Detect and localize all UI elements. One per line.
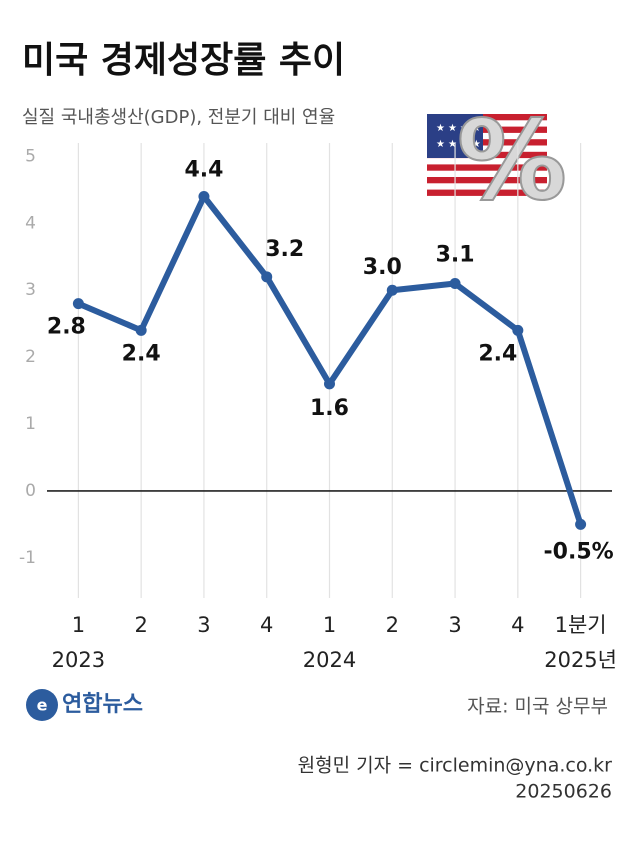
x-tick-label: 1: [72, 613, 85, 637]
plot: -1 0 1 2 3 4 5 1 2023 2 3 4 1 2024 2 3 4 1분기 2025년 2.8 2.4 4.…: [19, 143, 617, 672]
y-tick-label: 0: [25, 481, 36, 501]
logo: e 연합뉴스: [26, 689, 143, 721]
x-tick-label: 3: [448, 613, 461, 637]
x-tick-label: 4: [260, 613, 273, 637]
y-tick-label: 3: [25, 280, 36, 300]
svg-text:e: e: [37, 696, 48, 715]
x-tick-label: 4: [511, 613, 524, 637]
data-point: [72, 298, 84, 310]
data-label: 3.0: [363, 255, 402, 280]
x-tick-label: 3: [197, 613, 210, 637]
data-point: [198, 191, 210, 203]
svg-text:★★★★: ★★★★: [436, 139, 484, 150]
year-label: 2025년: [544, 648, 617, 672]
source: 자료: 미국 상무부: [467, 696, 608, 718]
data-label: 3.2: [265, 237, 304, 262]
data-label: 2.4: [478, 341, 517, 366]
date: 20250626: [515, 781, 612, 803]
year-label: 2023: [52, 648, 105, 672]
y-tick-label: -1: [19, 548, 36, 568]
chart-subtitle: 실질 국내총생산(GDP), 전분기 대비 연율: [22, 107, 335, 128]
data-label: 2.8: [47, 315, 86, 340]
y-tick-label: 5: [25, 146, 36, 166]
data-label: 3.1: [436, 243, 475, 268]
y-tick-label: 2: [25, 347, 36, 367]
year-label: 2024: [303, 648, 356, 672]
data-point: [449, 278, 461, 290]
svg-text:%: %: [457, 96, 567, 224]
chart-title: 미국 경제성장률 추이: [22, 40, 345, 81]
data-label: 2.4: [122, 341, 161, 366]
x-tick-label: 2: [134, 613, 147, 637]
x-tick-label: 2: [386, 613, 399, 637]
flag-icon: ★★★★ ★★★★ %: [427, 95, 568, 225]
data-point: [135, 324, 147, 336]
data-label: 4.4: [184, 158, 223, 183]
data-point: [324, 378, 335, 390]
y-tick-label: 1: [25, 414, 36, 434]
data-point: [512, 324, 524, 336]
logo-text: 연합뉴스: [62, 691, 143, 717]
data-label: -0.5%: [544, 539, 614, 564]
data-point: [575, 518, 587, 530]
data-point: [386, 284, 398, 296]
y-tick-label: 4: [25, 213, 36, 233]
x-tick-label: 1분기: [555, 613, 607, 637]
data-label: 1.6: [310, 396, 349, 421]
x-tick-label: 1: [323, 613, 336, 637]
svg-text:★★★★: ★★★★: [436, 123, 484, 134]
credit: 원형민 기자 = circlemin@yna.co.kr: [298, 755, 613, 777]
data-point: [261, 271, 273, 283]
